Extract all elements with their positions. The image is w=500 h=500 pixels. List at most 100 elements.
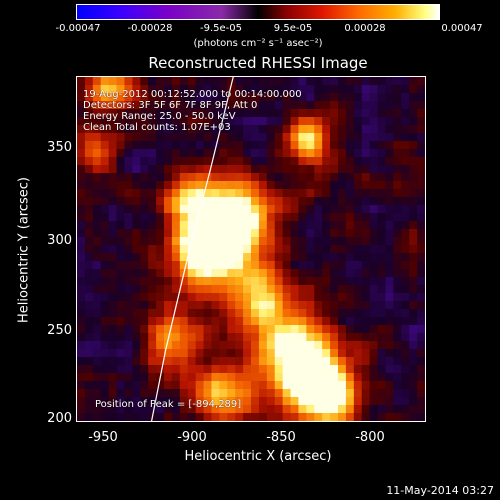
heatmap-cell bbox=[377, 117, 387, 126]
heatmap-cell bbox=[171, 133, 181, 142]
heatmap-cell bbox=[156, 133, 165, 142]
heatmap-cell bbox=[306, 101, 315, 110]
heatmap-cell bbox=[140, 237, 149, 246]
heatmap-cell bbox=[77, 309, 86, 318]
heatmap-cell bbox=[393, 293, 402, 302]
heatmap-cell bbox=[282, 317, 292, 326]
heatmap-cell bbox=[179, 157, 189, 166]
heatmap-cell bbox=[251, 237, 260, 246]
heatmap-cell bbox=[298, 189, 307, 198]
heatmap-cell bbox=[409, 109, 418, 118]
heatmap-cell bbox=[322, 309, 331, 318]
y-tick-label: 200 bbox=[47, 411, 72, 426]
heatmap-cell bbox=[195, 93, 205, 102]
heatmap-cell bbox=[377, 325, 387, 334]
heatmap-cell bbox=[92, 101, 102, 110]
heatmap-cell bbox=[132, 269, 141, 278]
heatmap-cell bbox=[401, 149, 410, 158]
heatmap-cell bbox=[148, 213, 157, 222]
heatmap-cell bbox=[345, 333, 355, 342]
heatmap-cell bbox=[266, 341, 276, 350]
heatmap-cell bbox=[345, 309, 355, 318]
heatmap-cell bbox=[298, 389, 307, 398]
heatmap-cell bbox=[282, 413, 292, 421]
heatmap-cell bbox=[211, 269, 220, 278]
heatmap-cell bbox=[171, 237, 181, 246]
heatmap-cell bbox=[108, 277, 118, 286]
heatmap-cell bbox=[393, 325, 402, 334]
heatmap-cell bbox=[314, 245, 323, 254]
heatmap-cell bbox=[274, 205, 284, 214]
heatmap-cell bbox=[377, 245, 387, 254]
heatmap-cell bbox=[314, 285, 323, 294]
x-axis-label: Heliocentric X (arcsec) bbox=[184, 449, 332, 464]
y-tick-label: 250 bbox=[47, 323, 72, 338]
heatmap-cell bbox=[330, 253, 339, 262]
heatmap-cell bbox=[156, 309, 165, 318]
heatmap-cell bbox=[361, 165, 371, 174]
heatmap-cell bbox=[92, 389, 102, 398]
heatmap-cell bbox=[203, 93, 213, 102]
heatmap-cell bbox=[401, 141, 410, 150]
heatmap-cell bbox=[314, 381, 323, 390]
heatmap-cell bbox=[219, 165, 228, 174]
heatmap-cell bbox=[108, 221, 118, 230]
heatmap-cell bbox=[195, 213, 205, 222]
heatmap-cell bbox=[124, 341, 133, 350]
heatmap-cell bbox=[124, 413, 133, 421]
heatmap-cell bbox=[243, 197, 252, 206]
heatmap-cell bbox=[409, 93, 418, 102]
heatmap-cell bbox=[282, 157, 292, 166]
heatmap-cell bbox=[369, 341, 379, 350]
heatmap-cell bbox=[282, 173, 292, 182]
heatmap-cell bbox=[322, 357, 331, 366]
heatmap-cell bbox=[84, 173, 94, 182]
heatmap-cell bbox=[116, 101, 126, 110]
heatmap-cell bbox=[369, 93, 379, 102]
heatmap-cell bbox=[417, 397, 425, 406]
heatmap-cell bbox=[203, 325, 213, 334]
heatmap-cell bbox=[211, 237, 220, 246]
heatmap-cell bbox=[108, 397, 118, 406]
heatmap-cell bbox=[385, 93, 394, 102]
heatmap-cell bbox=[377, 93, 387, 102]
heatmap-cell bbox=[92, 213, 102, 222]
heatmap-cell bbox=[156, 149, 165, 158]
heatmap-cell bbox=[314, 181, 323, 190]
heatmap-cell bbox=[322, 125, 331, 134]
heatmap-cell bbox=[369, 317, 379, 326]
heatmap-cell bbox=[298, 357, 307, 366]
heatmap-cell bbox=[156, 109, 165, 118]
heatmap-cell bbox=[345, 141, 355, 150]
heatmap-cell bbox=[148, 365, 157, 374]
heatmap-cell bbox=[164, 245, 173, 254]
heatmap-cell bbox=[164, 197, 173, 206]
heatmap-cell bbox=[353, 333, 363, 342]
heatmap-cell bbox=[187, 333, 197, 342]
heatmap-cell bbox=[164, 325, 173, 334]
heatmap-cell bbox=[385, 349, 394, 358]
heatmap-cell bbox=[116, 309, 126, 318]
heatmap-cell bbox=[227, 205, 236, 214]
heatmap-cell bbox=[385, 277, 394, 286]
heatmap-cell bbox=[330, 125, 339, 134]
heatmap-cell bbox=[140, 333, 149, 342]
heatmap-cell bbox=[369, 373, 379, 382]
heatmap-cell bbox=[108, 205, 118, 214]
heatmap-cell bbox=[156, 389, 165, 398]
heatmap-cell bbox=[266, 93, 276, 102]
heatmap-cell bbox=[140, 381, 149, 390]
heatmap-cell bbox=[148, 381, 157, 390]
heatmap-cell bbox=[314, 141, 323, 150]
heatmap-cell bbox=[179, 365, 189, 374]
heatmap-cell bbox=[306, 413, 315, 421]
heatmap-cell bbox=[401, 317, 410, 326]
heatmap-cell bbox=[282, 149, 292, 158]
heatmap-cell bbox=[330, 285, 339, 294]
heatmap-cell bbox=[377, 261, 387, 270]
heatmap-cell bbox=[290, 365, 300, 374]
heatmap-cell bbox=[393, 189, 402, 198]
heatmap-cell bbox=[417, 213, 425, 222]
heatmap-cell bbox=[84, 301, 94, 310]
heatmap-cell bbox=[124, 141, 133, 150]
